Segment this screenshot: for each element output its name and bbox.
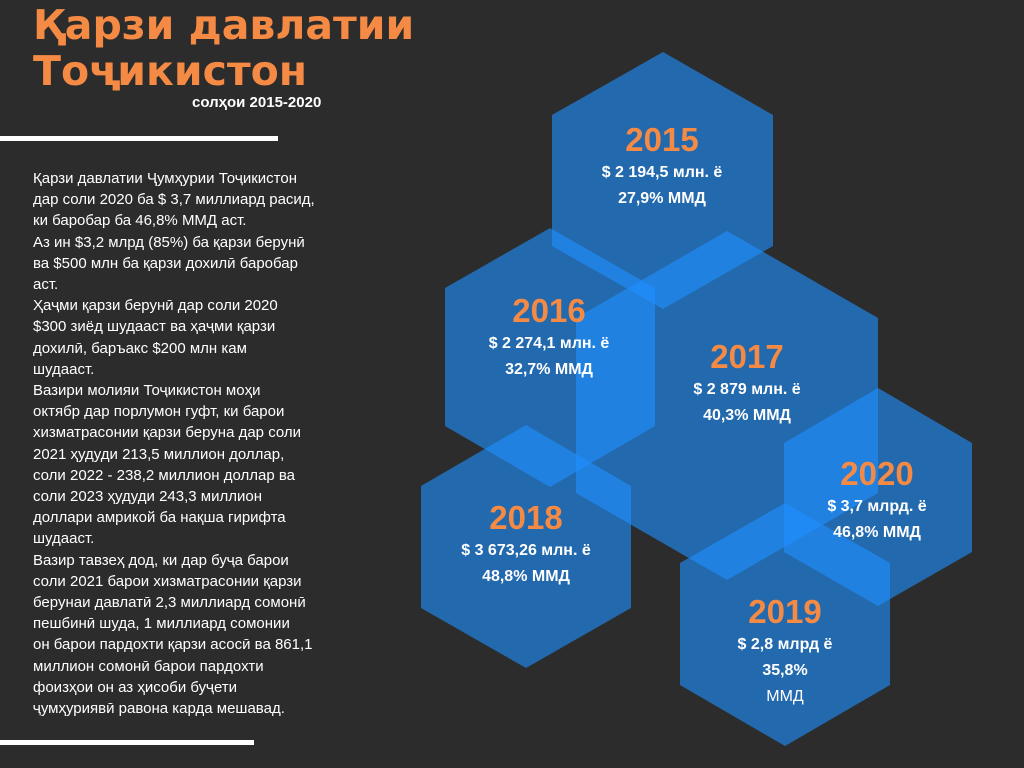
year-label: 2020 [840,455,914,492]
year-label: 2016 [512,292,586,329]
gdp-share-label: 48,8% ММД [482,568,570,585]
amount-label: $ 3,7 млрд. ё [827,498,927,515]
hex-label-2015: 2015 $ 2 194,5 млн. ё 27,9% ММД [552,120,772,212]
hex-label-2020: 2020 $ 3,7 млрд. ё 46,8% ММД [767,454,987,546]
amount-label: $ 2 194,5 млн. ё [601,164,723,181]
year-label: 2019 [748,593,822,630]
amount-label: $ 3 673,26 млн. ё [461,542,591,559]
gdp-unit-label: ММД [766,688,804,705]
body-text: Қарзи давлатии Ҷумҳурии Тоҷикистон дар с… [33,170,315,718]
gdp-share-label: 35,8% [762,662,808,679]
year-label: 2015 [625,121,699,158]
page-title-line1: Қарзи давлатии [33,1,415,49]
year-label: 2018 [489,499,563,536]
gdp-share-label: 46,8% ММД [833,524,921,541]
amount-label: $ 2 879 млн. ё [693,381,801,398]
hex-label-2019: 2019 $ 2,8 млрд ё 35,8% ММД [675,592,895,710]
hex-label-2018: 2018 $ 3 673,26 млн. ё 48,8% ММД [416,498,636,590]
gdp-share-label: 40,3% ММД [703,407,791,424]
page-title-line2: Тоҷикистон [33,47,308,95]
divider-bottom [0,740,254,745]
page-title: Қарзи давлатии Тоҷикистон [33,2,414,94]
divider-top [0,136,278,141]
year-label: 2017 [710,338,784,375]
hex-label-2017: 2017 $ 2 879 млн. ё 40,3% ММД [637,337,857,429]
amount-label: $ 2,8 млрд ё [737,636,833,653]
hexagon-2019 [680,503,890,746]
page-subtitle: солҳои 2015-2020 [192,94,322,111]
hexagon-2018 [421,425,631,668]
amount-label: $ 2 274,1 млн. ё [488,335,610,352]
hex-label-2016: 2016 $ 2 274,1 млн. ё 32,7% ММД [439,291,659,383]
gdp-share-label: 27,9% ММД [618,190,706,207]
gdp-share-label: 32,7% ММД [505,361,593,378]
